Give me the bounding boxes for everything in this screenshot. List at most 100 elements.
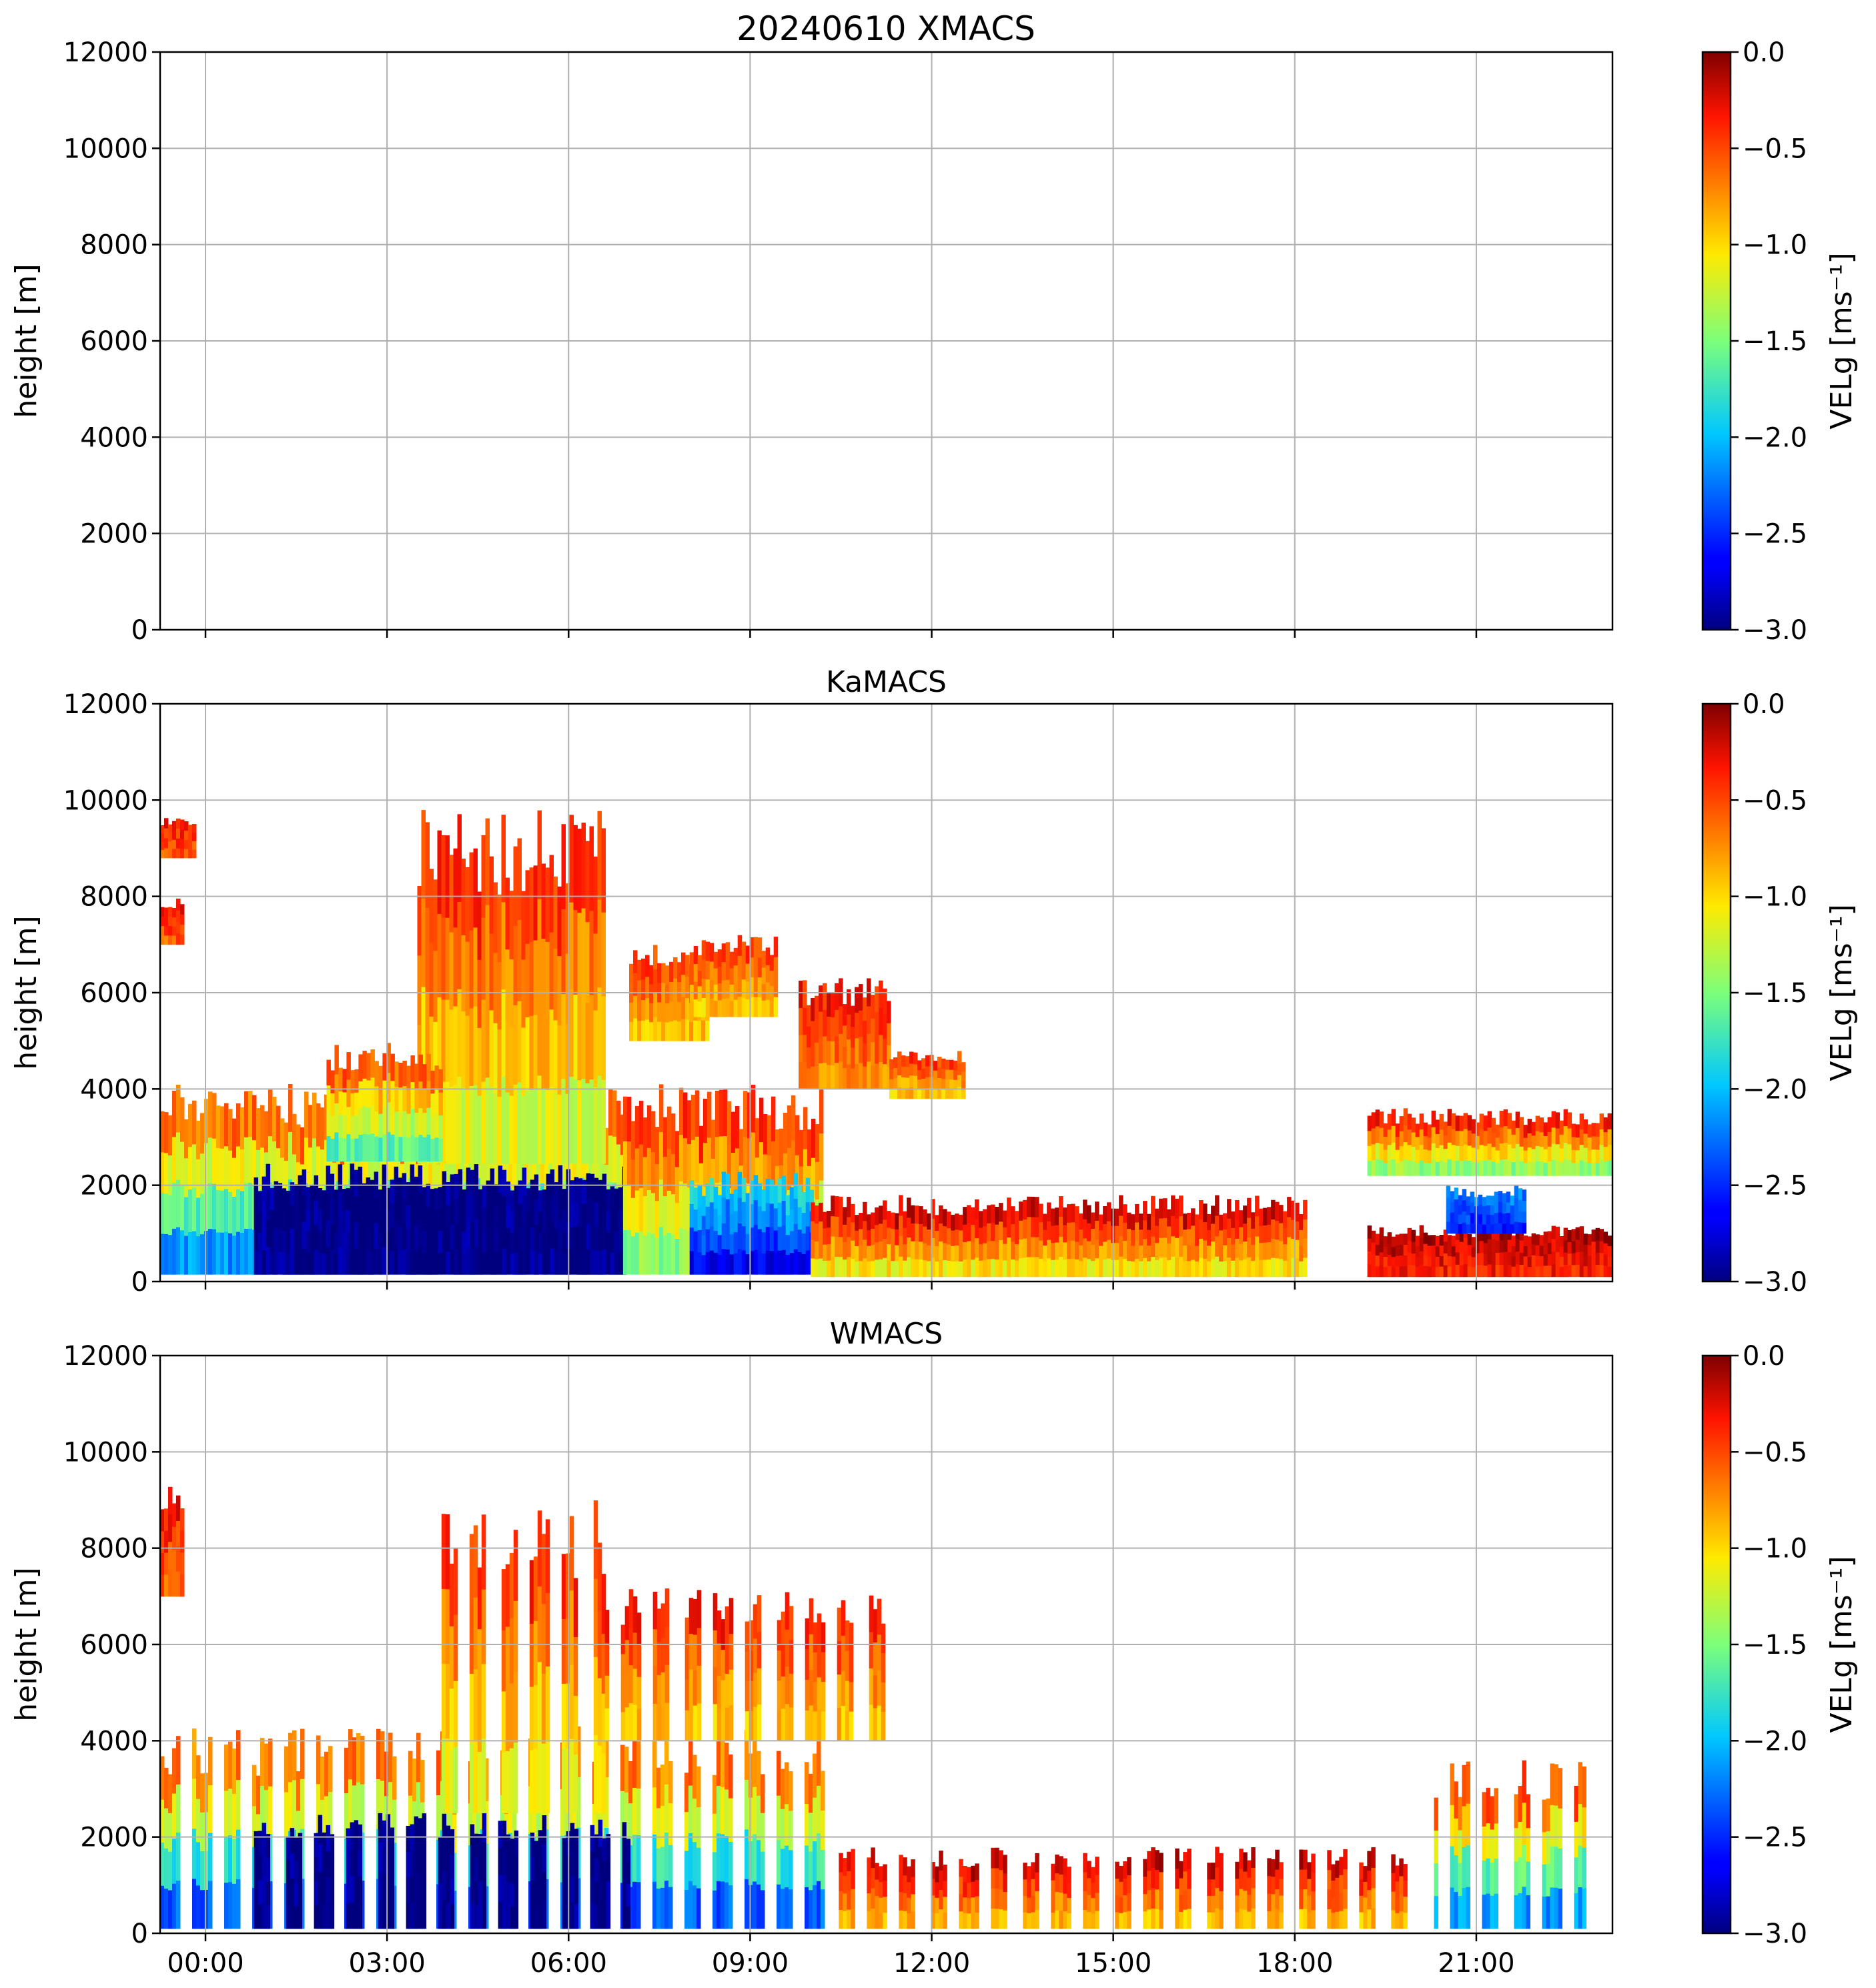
echo-cell — [441, 1663, 446, 1739]
echo-cell — [388, 1781, 393, 1831]
echo-cell — [1543, 1231, 1548, 1244]
echo-cell — [390, 1250, 395, 1275]
echo-cell — [797, 1229, 803, 1252]
echo-cell — [1583, 1244, 1588, 1256]
echo-cell — [809, 1669, 814, 1706]
echo-cell — [787, 1147, 792, 1191]
echo-cell — [414, 1816, 419, 1845]
echo-cell — [498, 1847, 503, 1875]
echo-cell — [510, 1839, 515, 1862]
echo-cell — [797, 1207, 803, 1230]
echo-cell — [574, 1829, 579, 1855]
echo-cell — [366, 1079, 371, 1107]
echo-cell — [939, 1259, 943, 1278]
echo-cell — [761, 1851, 765, 1891]
echo-cell — [1595, 1252, 1600, 1265]
echo-cell — [725, 1173, 731, 1199]
echo-cell — [967, 1205, 971, 1223]
echo-cell — [326, 1851, 331, 1877]
echo-cell — [657, 1021, 662, 1041]
echo-cell — [1311, 1891, 1316, 1911]
echo-cell — [967, 1223, 971, 1241]
echo-cell — [509, 891, 514, 960]
echo-cell — [1439, 1129, 1444, 1145]
echo-cell — [1539, 1256, 1544, 1267]
echo-cell — [433, 879, 438, 951]
echo-cell — [809, 1889, 813, 1929]
echo-cell — [927, 1245, 931, 1262]
echo-cell — [668, 1887, 673, 1929]
echo-cell — [502, 1821, 507, 1849]
echo-cell — [633, 1018, 638, 1041]
echo-cell — [939, 1909, 943, 1929]
echo-cell — [268, 1135, 273, 1183]
echo-cell — [1443, 1148, 1448, 1163]
echo-cell — [330, 1173, 335, 1199]
echo-cell — [658, 1131, 664, 1180]
echo-cell — [180, 819, 185, 830]
echo-cell — [907, 1197, 911, 1218]
echo-cell — [1023, 1258, 1027, 1278]
echo-cell — [1087, 1259, 1091, 1278]
echo-cell — [831, 1195, 835, 1217]
echo-cell — [751, 1132, 756, 1180]
echo-cell — [875, 1863, 879, 1880]
echo-cell — [453, 1085, 458, 1164]
echo-cell — [601, 995, 606, 1080]
colorbar-tick-label: −2.0 — [1743, 1726, 1807, 1757]
echo-cell — [855, 1246, 859, 1262]
echo-cell — [1155, 1208, 1159, 1226]
echo-cell — [164, 1574, 169, 1597]
echo-cell — [717, 1610, 722, 1644]
echo-cell — [686, 1100, 692, 1144]
echo-cell — [815, 1259, 819, 1278]
echo-cell — [474, 1246, 479, 1275]
echo-cell — [913, 1063, 918, 1076]
echo-cell — [1447, 1235, 1452, 1246]
echo-cell — [945, 1059, 950, 1070]
echo-cell — [959, 1876, 963, 1895]
echo-cell — [228, 1150, 233, 1192]
echo-cell — [1470, 1212, 1475, 1223]
echo-cell — [959, 1911, 963, 1929]
echo-cell — [1559, 1120, 1564, 1135]
echo-cell — [577, 829, 582, 913]
echo-cell — [501, 1752, 506, 1814]
echo-cell — [1115, 1242, 1119, 1260]
echo-cell — [306, 1209, 311, 1231]
echo-cell — [1471, 1119, 1476, 1134]
echo-cell — [1495, 1228, 1500, 1241]
echo-cell — [783, 1153, 788, 1194]
y-tick-label: 4000 — [80, 422, 148, 453]
echo-cell — [713, 968, 719, 985]
echo-cell — [674, 1238, 680, 1275]
echo-cell — [481, 1589, 486, 1664]
echo-cell — [481, 1081, 486, 1164]
echo-cell — [1595, 1149, 1600, 1163]
echo-cell — [757, 1229, 763, 1252]
echo-cell — [753, 977, 759, 997]
echo-cell — [729, 1193, 735, 1215]
echo-cell — [835, 1196, 839, 1217]
echo-cell — [1379, 1111, 1384, 1128]
echo-cell — [618, 1187, 623, 1209]
echo-cell — [859, 1063, 863, 1089]
echo-cell — [593, 1734, 598, 1814]
echo-cell — [827, 1211, 831, 1228]
echo-cell — [442, 1248, 447, 1275]
echo-cell — [1447, 1159, 1452, 1176]
echo-cell — [286, 1836, 291, 1860]
y-tick-label: 4000 — [80, 1074, 148, 1105]
echo-cell — [482, 1871, 487, 1901]
echo-cell — [831, 1236, 835, 1257]
echo-cell — [1335, 1877, 1340, 1895]
echo-cell — [793, 1223, 799, 1250]
echo-cell — [410, 1055, 415, 1083]
echo-cell — [514, 1904, 519, 1929]
echo-cell — [1047, 1258, 1051, 1278]
echo-cell — [751, 1085, 756, 1133]
echo-cell — [422, 1252, 427, 1275]
echo-cell — [622, 1875, 627, 1903]
echo-cell — [1482, 1826, 1486, 1861]
echo-cell — [525, 1090, 530, 1164]
